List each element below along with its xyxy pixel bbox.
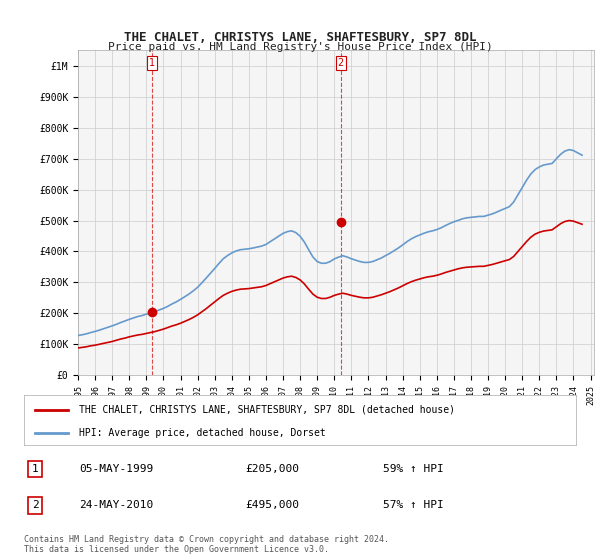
- Text: 2: 2: [338, 58, 344, 68]
- Text: Contains HM Land Registry data © Crown copyright and database right 2024.
This d: Contains HM Land Registry data © Crown c…: [24, 535, 389, 554]
- Text: 24-MAY-2010: 24-MAY-2010: [79, 501, 154, 510]
- Text: 1: 1: [149, 58, 155, 68]
- Text: 57% ↑ HPI: 57% ↑ HPI: [383, 501, 443, 510]
- Text: 05-MAY-1999: 05-MAY-1999: [79, 464, 154, 474]
- Text: THE CHALET, CHRISTYS LANE, SHAFTESBURY, SP7 8DL: THE CHALET, CHRISTYS LANE, SHAFTESBURY, …: [124, 31, 476, 44]
- Text: 59% ↑ HPI: 59% ↑ HPI: [383, 464, 443, 474]
- Text: £495,000: £495,000: [245, 501, 299, 510]
- Text: Price paid vs. HM Land Registry's House Price Index (HPI): Price paid vs. HM Land Registry's House …: [107, 42, 493, 52]
- Text: 1: 1: [32, 464, 38, 474]
- Text: THE CHALET, CHRISTYS LANE, SHAFTESBURY, SP7 8DL (detached house): THE CHALET, CHRISTYS LANE, SHAFTESBURY, …: [79, 405, 455, 415]
- Text: £205,000: £205,000: [245, 464, 299, 474]
- Text: HPI: Average price, detached house, Dorset: HPI: Average price, detached house, Dors…: [79, 428, 326, 437]
- Text: 2: 2: [32, 501, 38, 510]
